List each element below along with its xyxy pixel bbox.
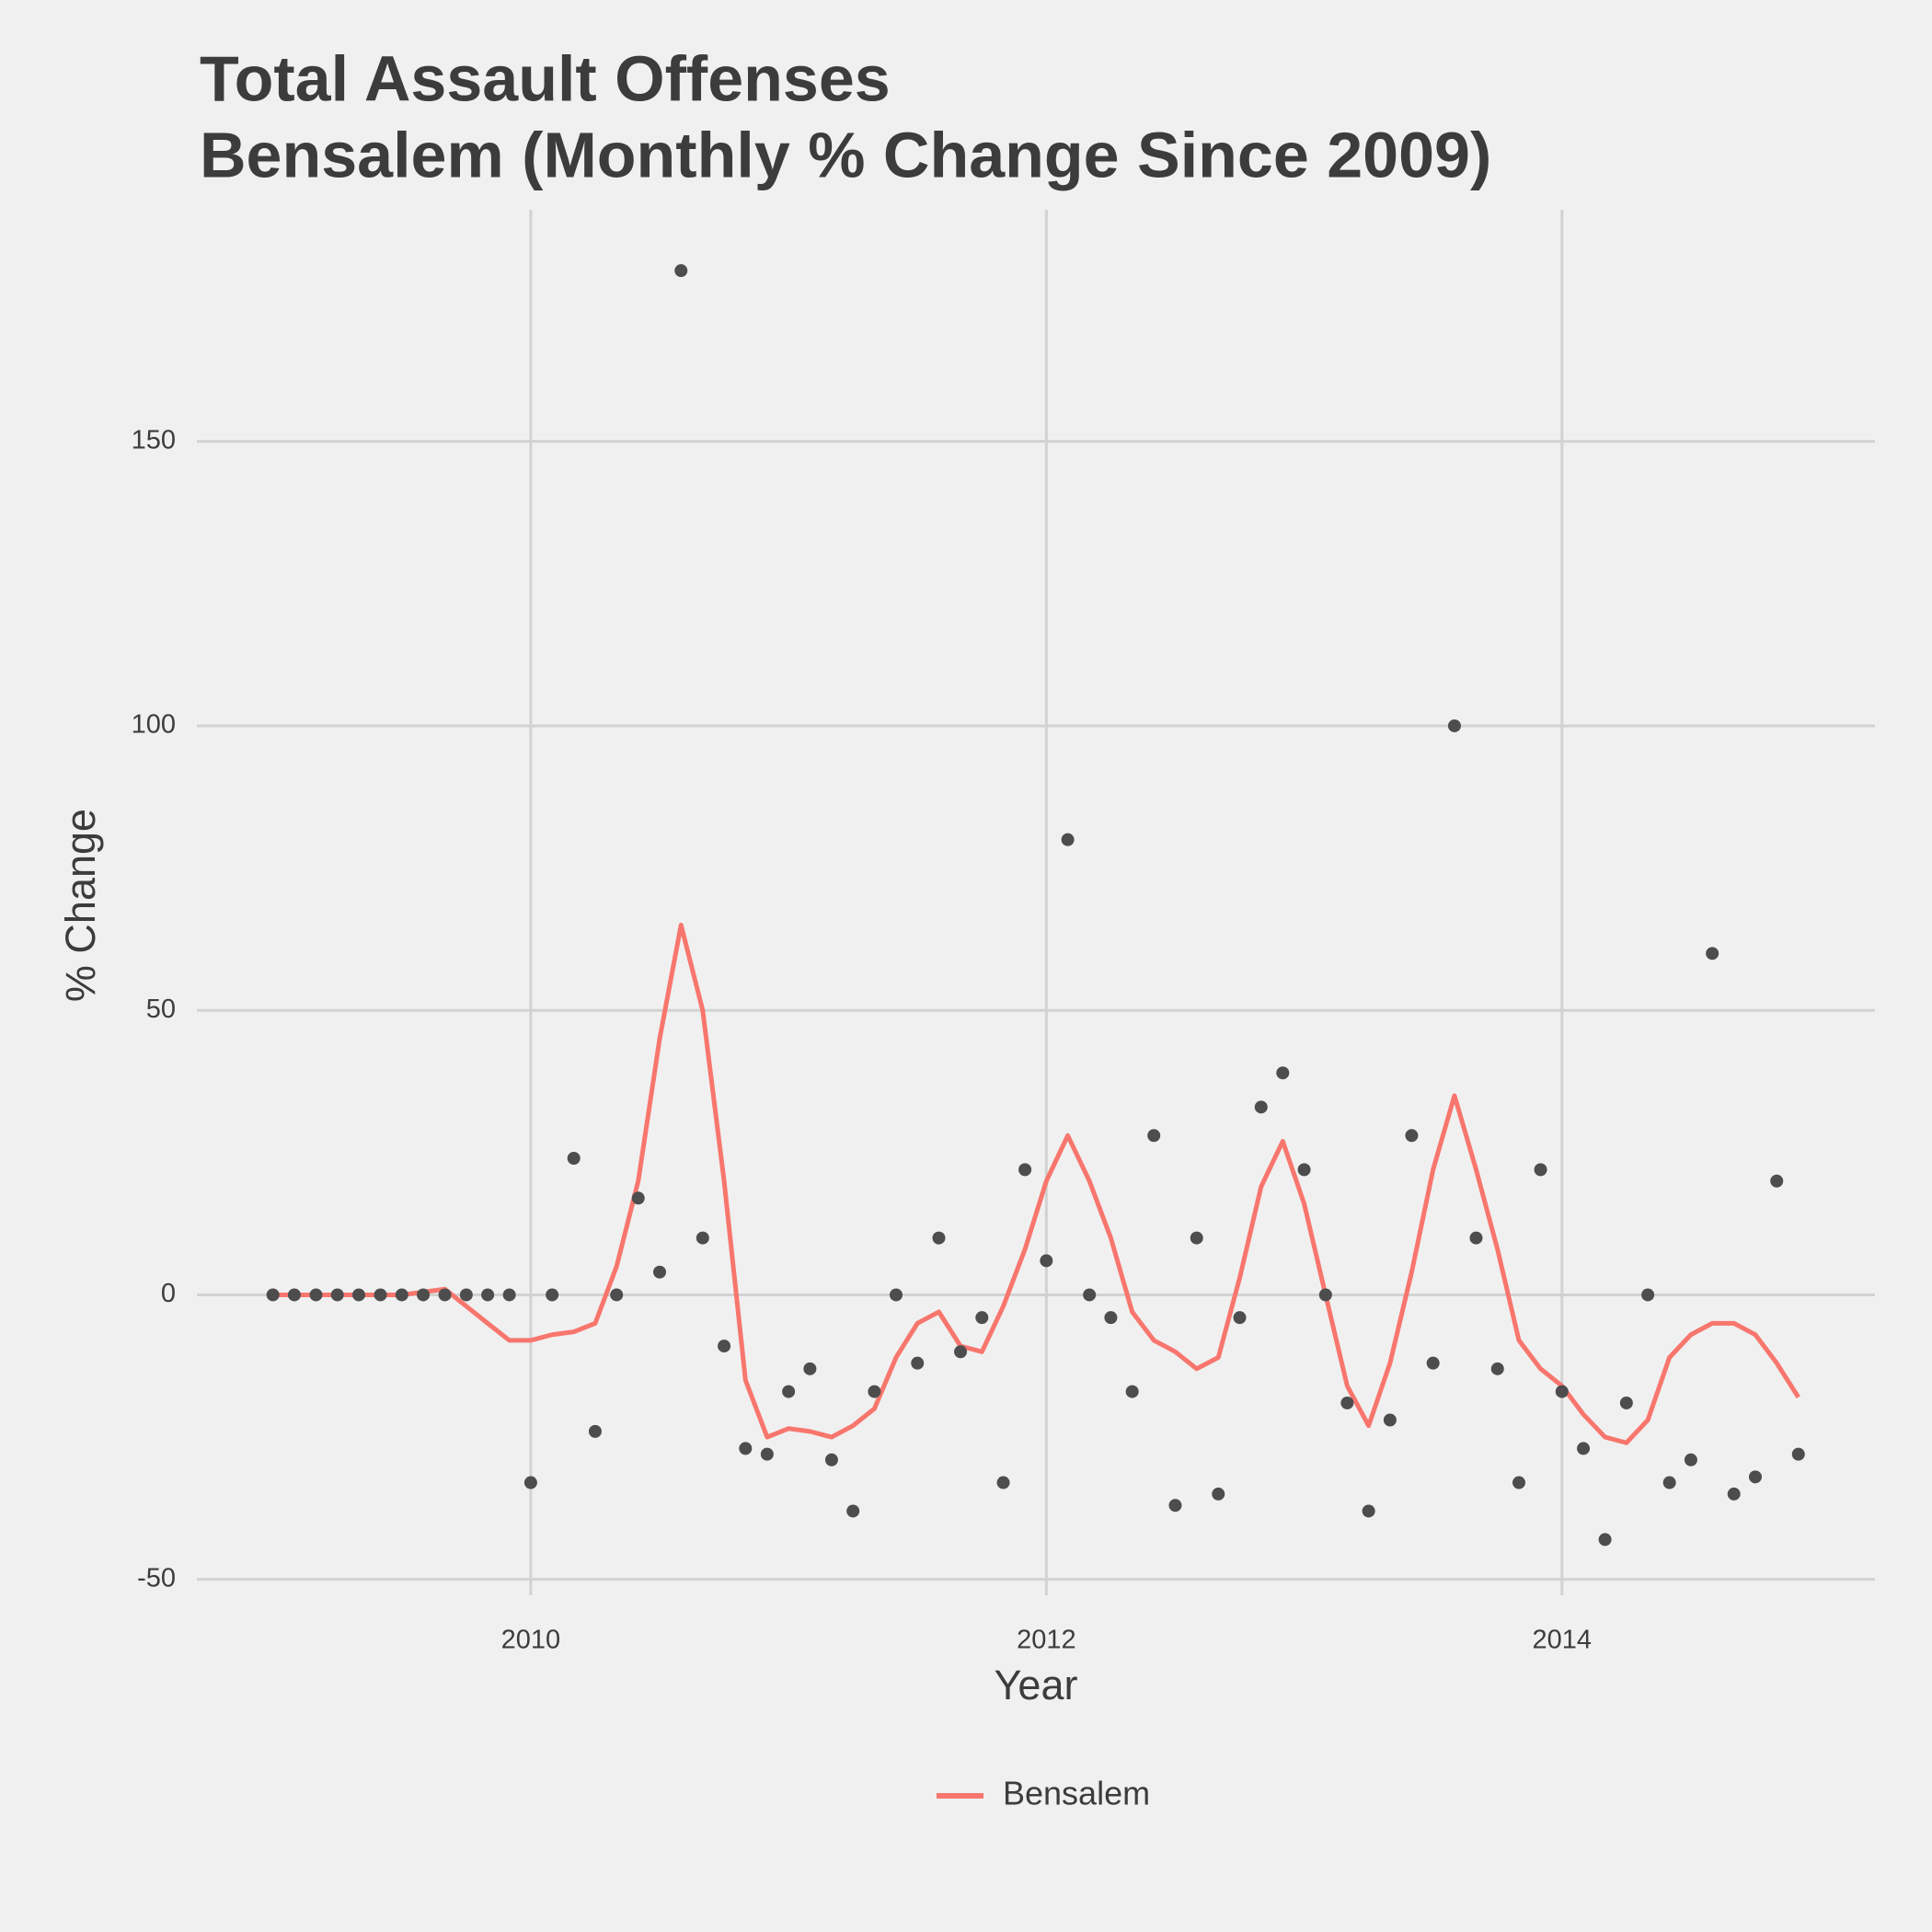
data-point [1426, 1356, 1440, 1370]
data-point [1770, 1174, 1784, 1188]
data-point [395, 1288, 408, 1302]
data-point [1490, 1362, 1504, 1375]
data-point [1662, 1476, 1676, 1489]
data-point [417, 1288, 431, 1302]
chart-title: Bensalem (Monthly % Change Since 2009) [200, 119, 1491, 190]
data-point [846, 1504, 860, 1518]
data-point [1555, 1385, 1569, 1398]
data-point [1619, 1396, 1633, 1409]
data-point [1083, 1288, 1097, 1302]
data-point [674, 264, 688, 278]
data-point [1254, 1100, 1268, 1114]
data-point [287, 1288, 301, 1302]
data-point [502, 1288, 516, 1302]
data-point [351, 1288, 365, 1302]
data-point [266, 1288, 280, 1302]
data-point [1276, 1066, 1290, 1080]
data-point [696, 1231, 709, 1245]
data-point [739, 1442, 753, 1455]
data-point [1147, 1129, 1161, 1143]
data-point [1684, 1453, 1697, 1466]
data-point [889, 1288, 903, 1302]
data-point [824, 1453, 838, 1466]
chart-title: Total Assault Offenses [200, 42, 891, 114]
data-point [1383, 1413, 1397, 1427]
data-point [330, 1288, 344, 1302]
data-point [1727, 1487, 1741, 1501]
data-point [1040, 1254, 1053, 1268]
data-point [954, 1345, 968, 1359]
x-tick-label: 2010 [501, 1626, 561, 1655]
data-point [1512, 1476, 1526, 1489]
line-series [272, 922, 1800, 1445]
data-point [782, 1385, 796, 1398]
data-point [932, 1231, 946, 1245]
data-point [1233, 1311, 1247, 1325]
data-point [718, 1340, 731, 1353]
data-point [1469, 1231, 1483, 1245]
data-point [1598, 1533, 1612, 1547]
x-tick-label: 2012 [1017, 1626, 1076, 1655]
data-point [309, 1288, 323, 1302]
data-point [1791, 1447, 1805, 1461]
data-point [374, 1288, 387, 1302]
data-point [1018, 1163, 1032, 1177]
x-tick-label: 2014 [1533, 1626, 1593, 1655]
data-point [459, 1288, 473, 1302]
data-point [996, 1476, 1010, 1489]
data-point [911, 1356, 925, 1370]
y-tick-label: -50 [137, 1563, 176, 1593]
data-point [1641, 1288, 1655, 1302]
data-point [1748, 1470, 1762, 1484]
data-point [653, 1265, 667, 1279]
data-point [1362, 1504, 1375, 1518]
data-point [1190, 1231, 1203, 1245]
data-point [1405, 1129, 1419, 1143]
data-point [760, 1447, 774, 1461]
data-point [1125, 1385, 1139, 1398]
data-point [438, 1288, 452, 1302]
data-point [1061, 833, 1075, 846]
data-point [1318, 1288, 1332, 1302]
data-point [610, 1288, 624, 1302]
data-point [567, 1152, 581, 1166]
y-tick-label: 0 [161, 1279, 176, 1308]
data-point [523, 1476, 537, 1489]
data-point [631, 1191, 645, 1205]
data-point [1534, 1163, 1547, 1177]
legend-label: Bensalem [1003, 1775, 1150, 1812]
data-point [1706, 947, 1719, 960]
data-point [803, 1362, 817, 1375]
x-axis-label: Year [995, 1662, 1078, 1708]
data-point [1212, 1487, 1225, 1501]
data-point [868, 1385, 881, 1398]
data-point [546, 1288, 559, 1302]
y-tick-label: 50 [146, 995, 176, 1024]
data-point [1447, 719, 1461, 732]
data-point [1104, 1311, 1118, 1325]
y-tick-label: 100 [132, 710, 176, 740]
data-point [588, 1424, 602, 1438]
data-point [975, 1311, 989, 1325]
data-point [1577, 1442, 1591, 1455]
y-tick-label: 150 [132, 425, 176, 454]
data-point [481, 1288, 495, 1302]
data-point [1168, 1499, 1182, 1512]
data-point [1297, 1163, 1311, 1177]
data-point [1340, 1396, 1354, 1409]
y-axis-label: % Change [57, 809, 104, 1002]
